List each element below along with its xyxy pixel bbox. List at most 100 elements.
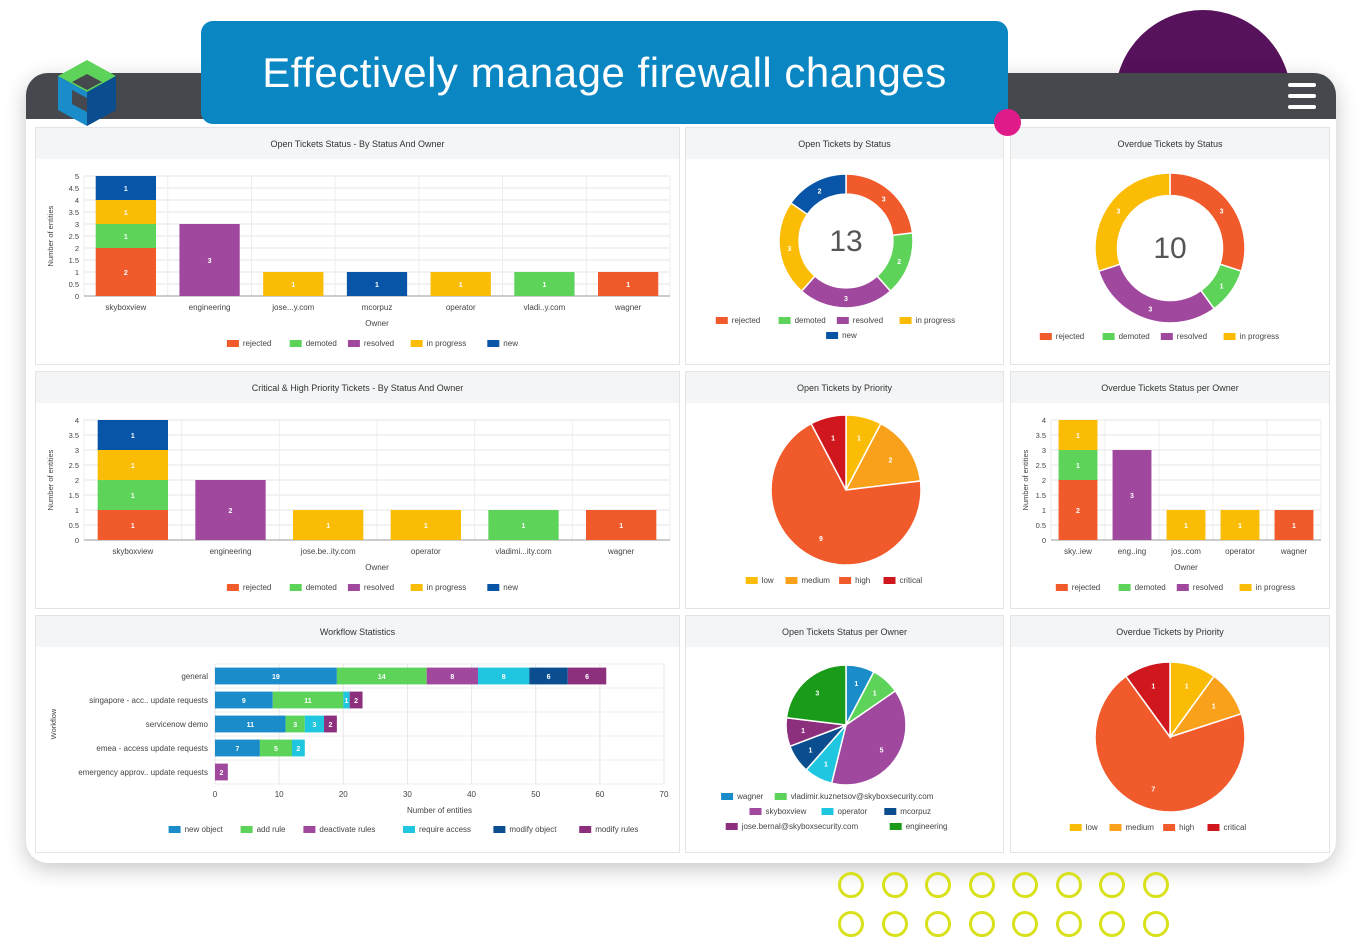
x-tick-label: operator <box>446 303 476 312</box>
x-tick-label: eng..ing <box>1118 547 1146 556</box>
y-tick-label: 1.5 <box>69 256 79 265</box>
x-tick-label: 50 <box>531 790 540 799</box>
bar-segment <box>263 272 324 296</box>
y-tick-label: 4 <box>75 196 79 205</box>
decorative-ring <box>968 872 995 898</box>
pie-slice <box>770 422 922 566</box>
bar-segment <box>1166 510 1206 540</box>
data-label: 1 <box>1292 523 1296 530</box>
panel-title: Overdue Tickets Status per Owner <box>1011 372 1329 403</box>
bar-segment <box>291 739 305 757</box>
y-tick-label: 1 <box>75 268 79 277</box>
decorative-ring <box>1055 911 1082 937</box>
legend-swatch <box>487 584 500 591</box>
data-label: 1 <box>626 282 630 289</box>
x-tick-label: sky..iew <box>1064 547 1092 556</box>
legend-swatch <box>785 577 798 584</box>
legend-label: modify object <box>509 825 557 834</box>
bar-segment <box>272 691 344 709</box>
data-label: 1 <box>831 436 835 443</box>
data-label: 2 <box>888 457 892 464</box>
data-label: 1 <box>542 282 546 289</box>
y-tick-label: general <box>181 672 208 681</box>
data-label: 5 <box>274 746 278 753</box>
panel-open-tickets-status-by-owner: Open Tickets Status - By Status And Owne… <box>35 127 680 365</box>
x-tick-label: wagner <box>1280 547 1308 556</box>
legend-swatch <box>403 826 415 833</box>
data-label: 1 <box>854 681 858 688</box>
legend-label: rejected <box>732 316 760 325</box>
y-tick-label: 3 <box>75 220 79 229</box>
y-tick-label: singapore - acc.. update requests <box>89 696 208 705</box>
decorative-ring <box>1099 911 1125 937</box>
open-tickets-status-by-owner-chart: 0 0.5 1 1.5 2 2.5 3 3.5 4 4.5 5 2 1 1 1 skyboxview 3 engi… <box>46 172 671 348</box>
legend-swatch <box>715 317 728 324</box>
legend-swatch <box>1223 333 1236 340</box>
bar-segment <box>95 248 156 296</box>
data-label: 1 <box>1212 703 1216 710</box>
data-label: 1 <box>1151 684 1155 691</box>
data-label: 2 <box>818 189 822 196</box>
legend-label: engineering <box>906 822 948 831</box>
critical-high-priority-chart: 0 0.5 1 1.5 2 2.5 3 3.5 4 1 1 1 1 skyboxview 2 engineer… <box>46 416 671 592</box>
x-axis-label: Owner <box>1174 563 1198 572</box>
bar-segment <box>598 272 659 296</box>
x-tick-label: vladi..y.com <box>524 303 566 312</box>
x-axis-label: Number of entities <box>407 806 472 815</box>
data-label: 8 <box>502 674 506 681</box>
pie-slice <box>1094 675 1246 813</box>
x-tick-label: 40 <box>467 790 476 799</box>
bar-segment <box>215 763 228 781</box>
bar-segment <box>97 420 168 450</box>
legend-label: demoted <box>306 339 337 348</box>
bar-segment <box>324 715 337 733</box>
pie-slice <box>830 689 907 786</box>
pie-slice <box>810 414 847 491</box>
pie-slice <box>778 201 816 293</box>
data-label: 1 <box>1185 684 1189 691</box>
legend-label: demoted <box>1119 332 1150 341</box>
data-label: 9 <box>242 698 246 705</box>
legend-label: skyboxview <box>766 807 807 816</box>
legend-swatch <box>240 826 253 833</box>
y-tick-label: 0 <box>75 292 79 301</box>
bar-segment <box>195 480 266 540</box>
bar-segment <box>343 691 350 709</box>
data-label: 2 <box>1076 508 1080 515</box>
data-label: 11 <box>247 722 255 729</box>
data-label: 1 <box>345 698 349 705</box>
bar-segment <box>346 272 408 296</box>
data-label: 3 <box>293 722 297 729</box>
y-tick-label: 3 <box>1042 446 1046 455</box>
bar-segment <box>179 224 240 296</box>
decorative-ring <box>1099 872 1125 898</box>
hamburger-menu-icon[interactable] <box>1288 83 1316 109</box>
data-label: 6 <box>585 674 589 681</box>
legend-label: rejected <box>1072 583 1100 592</box>
data-label: 1 <box>375 282 379 289</box>
decorative-ring <box>1012 911 1038 937</box>
legend-label: in progress <box>1256 583 1296 592</box>
data-label: 1 <box>619 523 623 530</box>
bar-segment <box>1274 510 1314 540</box>
y-tick-label: emergency approv.. update requests <box>78 768 208 777</box>
panel-title: Overdue Tickets by Priority <box>1011 616 1329 647</box>
legend-label: low <box>762 576 774 585</box>
x-tick-label: engineering <box>210 547 252 556</box>
legend-swatch <box>1163 824 1176 831</box>
legend-swatch <box>889 823 902 830</box>
y-tick-label: 2 <box>1042 476 1046 485</box>
legend-label: high <box>1179 823 1194 832</box>
data-label: 2 <box>329 722 333 729</box>
y-tick-label: 3.5 <box>69 431 79 440</box>
legend-label: rejected <box>243 339 271 348</box>
legend-swatch <box>721 793 734 800</box>
legend-swatch <box>1176 584 1189 591</box>
legend-label: wagner <box>736 792 764 801</box>
y-tick-label: 2.5 <box>69 461 79 470</box>
data-label: 1 <box>124 234 128 241</box>
data-label: 1 <box>124 210 128 217</box>
panel-title: Open Tickets Status per Owner <box>686 616 1003 647</box>
open-tickets-by-priority-chart: 1 2 9 1 low medium high critical <box>745 414 922 585</box>
decorative-ring <box>968 911 995 937</box>
